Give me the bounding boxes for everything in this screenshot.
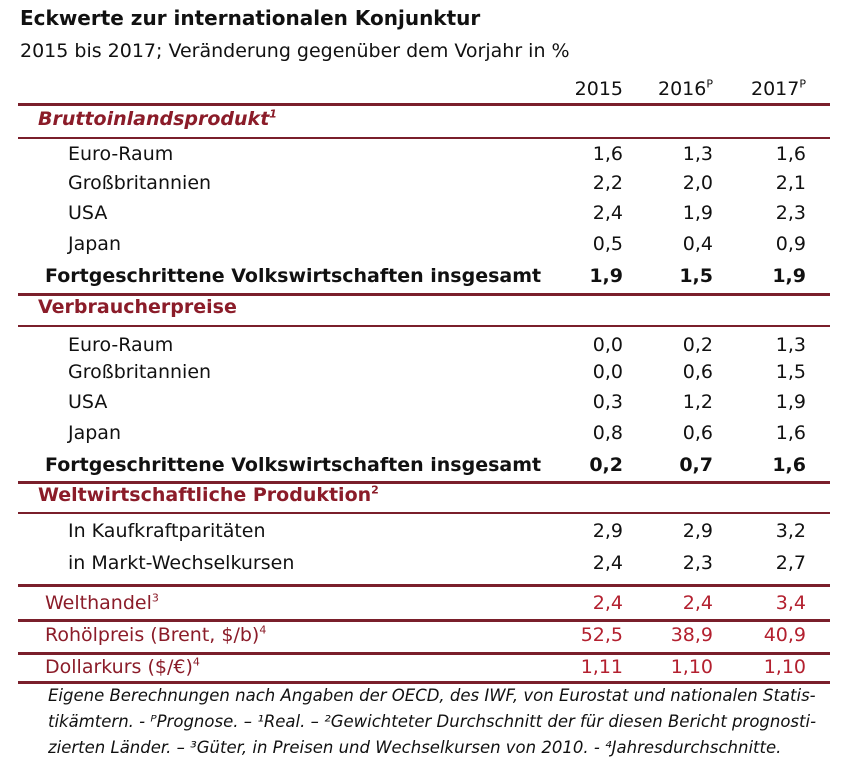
table-row-total: Fortgeschrittene Volkswirtschaften insge…: [45, 265, 806, 287]
table-row: Großbritannien 2,2 2,0 2,1: [68, 172, 806, 194]
rule: [18, 481, 830, 484]
footnote: Eigene Berechnungen nach Angaben der OEC…: [48, 683, 818, 761]
table-row: Japan 0,5 0,4 0,9: [68, 233, 806, 255]
col-2015: 2015: [574, 78, 623, 100]
rule: [18, 584, 830, 587]
table-row: Großbritannien 0,0 0,6 1,5: [68, 361, 806, 383]
header-row: 2015 2016P 2017P: [0, 78, 853, 108]
table-row: Euro-Raum 1,6 1,3 1,6: [68, 143, 806, 165]
table-title: Eckwerte zur internationalen Konjunktur: [20, 6, 481, 30]
table-row: USA 2,4 1,9 2,3: [68, 202, 806, 224]
footnote-line: Eigene Berechnungen nach Angaben der OEC…: [48, 686, 816, 705]
section-header-verbraucherpreise: Verbraucherpreise: [38, 296, 237, 318]
table-row: In Kaufkraftparitäten 2,9 2,9 3,2: [68, 520, 806, 542]
rule: [18, 103, 830, 106]
table-row-welthandel: Welthandel3 2,4 2,4 3,4: [45, 591, 806, 614]
section-header-bip: Bruttoinlandsprodukt1: [38, 107, 277, 130]
table-subtitle: 2015 bis 2017; Veränderung gegenüber dem…: [20, 40, 570, 62]
footnote-line: tikämtern. - ᴾPrognose. – ¹Real. – ²Gewi…: [48, 712, 817, 731]
rule: [18, 652, 830, 655]
table-row: in Markt-Wechselkursen 2,4 2,3 2,7: [68, 552, 806, 574]
table-row: Japan 0,8 0,6 1,6: [68, 422, 806, 444]
col-2016: 2016P: [658, 77, 713, 100]
rule: [18, 137, 830, 139]
table-row-dollarkurs: Dollarkurs ($/€)4 1,11 1,10 1,10: [45, 655, 806, 678]
rule: [18, 681, 830, 684]
rule: [18, 293, 830, 296]
rule: [18, 619, 830, 622]
table-row: Euro-Raum 0,0 0,2 1,3: [68, 334, 806, 356]
rule: [18, 512, 830, 514]
table-row-rohoelpreis: Rohölpreis (Brent, $/b)4 52,5 38,9 40,9: [45, 623, 806, 646]
table-row-total: Fortgeschrittene Volkswirtschaften insge…: [45, 454, 806, 476]
table-row: USA 0,3 1,2 1,9: [68, 391, 806, 413]
rule: [18, 325, 830, 327]
footnote-line: zierten Länder. – ³Güter, in Preisen und…: [48, 738, 782, 757]
section-header-weltproduktion: Weltwirtschaftliche Produktion2: [38, 483, 379, 506]
col-2017: 2017P: [751, 77, 806, 100]
